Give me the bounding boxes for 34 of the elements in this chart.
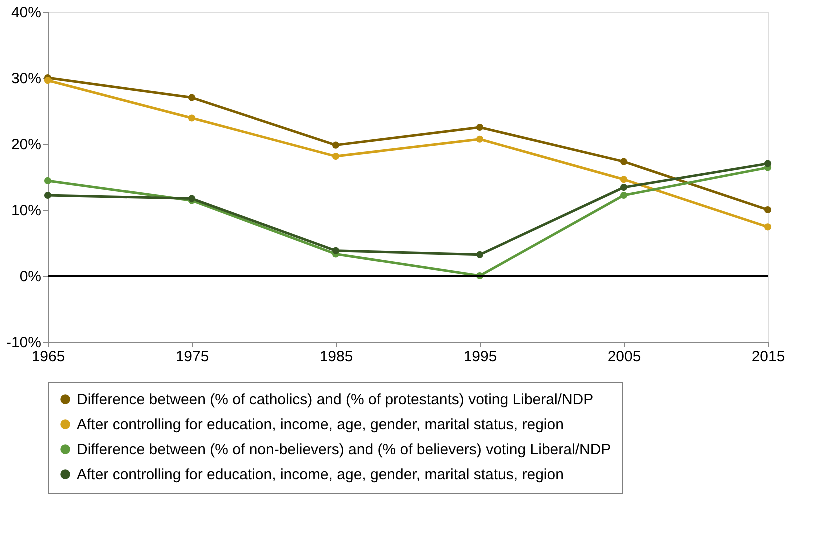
point bbox=[188, 94, 196, 102]
legend-label: After controlling for education, income, age, gender, marital status, region bbox=[77, 466, 564, 484]
point bbox=[476, 251, 484, 258]
point bbox=[188, 114, 196, 122]
point bbox=[764, 160, 772, 168]
point bbox=[44, 77, 52, 84]
point bbox=[332, 142, 340, 149]
x-tick-label: 1985 bbox=[320, 348, 354, 366]
point bbox=[764, 224, 772, 231]
y-tick-label: 30% bbox=[11, 70, 42, 88]
point bbox=[620, 176, 628, 184]
x-tick-label: 2005 bbox=[608, 348, 642, 366]
x-tick-label: 1975 bbox=[176, 348, 210, 366]
point bbox=[764, 206, 772, 214]
point bbox=[44, 192, 52, 200]
point bbox=[476, 124, 484, 132]
y-tick-label: 0% bbox=[20, 268, 42, 286]
legend-label: Difference between (% of non-believers) and (% of believers) voting Liberal/NDP bbox=[77, 442, 612, 458]
point bbox=[332, 247, 340, 254]
y-tick-label: 20% bbox=[11, 136, 42, 154]
x-tick-label: 1995 bbox=[464, 348, 498, 366]
point bbox=[476, 136, 484, 143]
point bbox=[620, 158, 628, 166]
x-tick-label: 1965 bbox=[32, 348, 66, 366]
legend-label: After controlling for education, income, age, gender, marital status, region bbox=[77, 416, 564, 434]
y-tick-label: -10% bbox=[6, 334, 42, 352]
x-tick-label: 2015 bbox=[752, 348, 786, 366]
point bbox=[44, 177, 52, 184]
point bbox=[620, 184, 628, 192]
y-tick-label: 40% bbox=[11, 4, 42, 22]
point bbox=[620, 192, 628, 200]
legend-label: Difference between (% of catholics) and (% of protestants) voting Liberal/NDP bbox=[77, 392, 594, 408]
point bbox=[332, 153, 340, 160]
y-tick-label: 10% bbox=[11, 202, 42, 220]
